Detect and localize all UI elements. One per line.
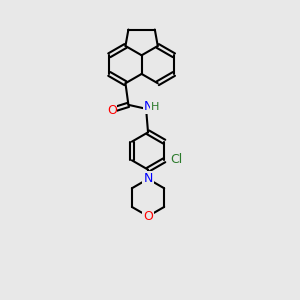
Text: H: H: [151, 102, 159, 112]
Text: Cl: Cl: [170, 153, 182, 166]
Text: N: N: [143, 172, 153, 185]
Text: O: O: [143, 210, 153, 223]
Text: O: O: [107, 104, 117, 117]
Text: N: N: [143, 100, 153, 113]
